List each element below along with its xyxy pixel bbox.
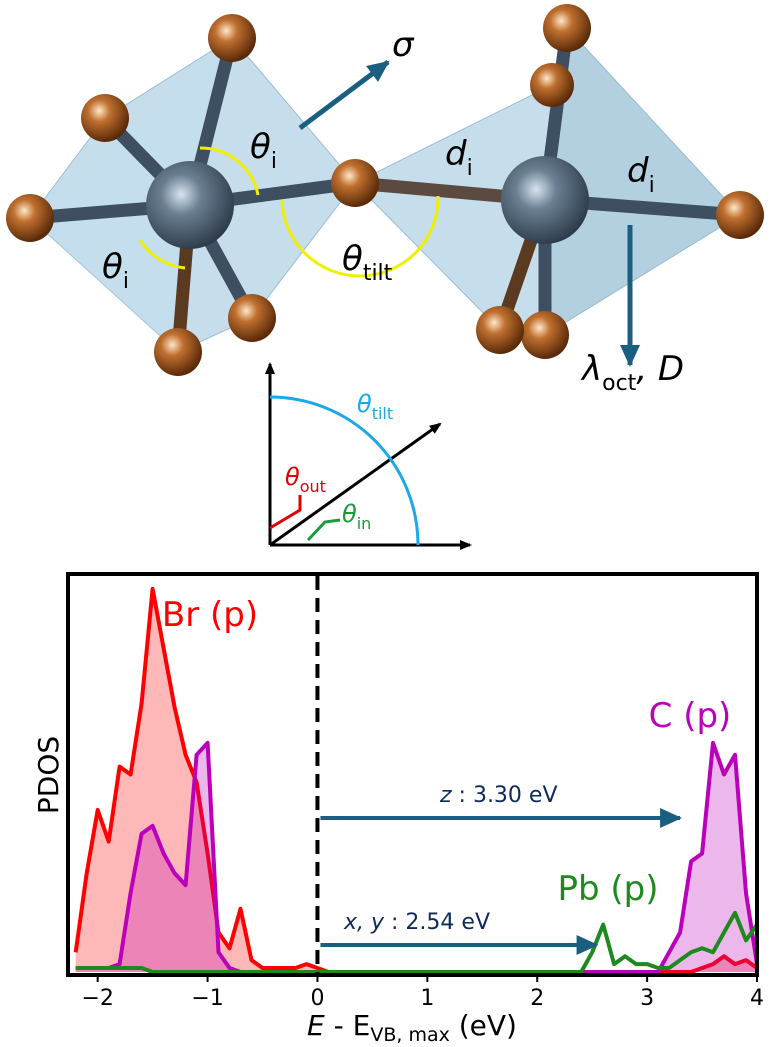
label-sigma: σ — [392, 25, 415, 65]
line — [75, 910, 759, 974]
label-theta-i: θi — [102, 247, 129, 294]
y-axis-label: PDOS — [32, 736, 65, 814]
gap-label: x, y : 2.54 eV — [343, 910, 490, 935]
inset-label-tilt: θtilt — [357, 390, 393, 423]
gap-axis: x, y — [343, 910, 385, 935]
gap-axis: z — [439, 783, 452, 808]
x-tick-label: 2 — [530, 986, 544, 1011]
series-label: Br (p) — [162, 595, 258, 635]
x-tick-label: −1 — [191, 986, 223, 1011]
label-lambda: λoct, D — [580, 349, 684, 396]
x-tick-label: 1 — [420, 986, 434, 1011]
inset-label-in: θin — [342, 500, 371, 533]
label-d-i: di — [627, 151, 655, 198]
label-d-i: di — [445, 134, 473, 181]
x-tick-label: 3 — [640, 986, 654, 1011]
gap-value: : 3.30 eV — [452, 783, 558, 808]
label-theta-i: θi — [250, 127, 277, 174]
inset — [265, 362, 472, 550]
area — [75, 588, 757, 972]
x-tick-label: 4 — [750, 986, 764, 1011]
x-axis-label: E - EVB, max (eV) — [307, 1009, 517, 1046]
series-label: Pb (p) — [557, 869, 658, 909]
gap-label: z : 3.30 eV — [439, 783, 558, 808]
gap-value: : 2.54 eV — [384, 910, 490, 935]
x-tick-label: 0 — [310, 986, 324, 1011]
pdos-plot: −2 −1 0 1 2 3 4 Br (p) C (p) Pb (p) z : 3.30 eV x, … — [73, 576, 764, 1011]
x-tick-label: −2 — [81, 986, 113, 1011]
label-theta-tilt: θtilt — [342, 239, 393, 286]
plot-frame — [66, 572, 759, 977]
inset-label-out: θout — [285, 463, 326, 496]
octahedra — [6, 4, 764, 376]
series-label: C (p) — [649, 696, 732, 736]
